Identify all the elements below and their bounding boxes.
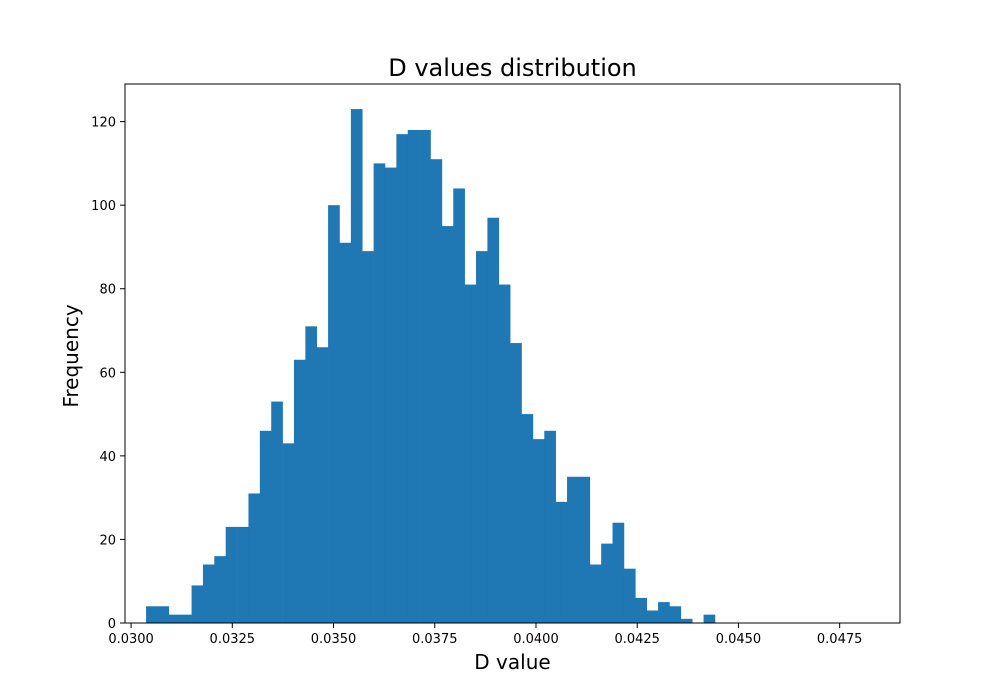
x-tick-label: 0.0350	[311, 632, 357, 647]
histogram-bar	[487, 217, 500, 623]
histogram-bar	[669, 606, 682, 623]
histogram-bar	[544, 430, 556, 623]
histogram-bar	[703, 614, 716, 623]
histogram-bar	[510, 343, 522, 623]
x-tick-label: 0.0425	[614, 632, 660, 647]
x-tick-label: 0.0450	[716, 632, 762, 647]
histogram-bar	[316, 347, 329, 623]
chart-title: D values distribution	[388, 54, 637, 82]
histogram-bar	[430, 159, 443, 623]
histogram-bar	[384, 167, 397, 623]
histogram-bar	[168, 614, 181, 623]
histogram-bar	[328, 205, 340, 624]
histogram-bar	[532, 439, 545, 623]
x-tick-label: 0.0375	[412, 632, 458, 647]
histogram-bar	[589, 564, 602, 623]
histogram-bar	[214, 556, 226, 623]
plot-frame	[124, 83, 901, 624]
histogram-bar	[612, 522, 625, 623]
histogram-bar	[453, 188, 465, 623]
histogram-bar	[396, 134, 409, 623]
histogram-bar	[623, 568, 636, 623]
histogram-bar	[464, 284, 477, 623]
histogram-bar	[476, 251, 488, 623]
histogram-bar	[635, 597, 647, 623]
histogram-bar	[305, 326, 318, 623]
x-tick-label: 0.0325	[210, 632, 256, 647]
x-tick-label: 0.0300	[108, 632, 154, 647]
x-tick-label: 0.0400	[513, 632, 559, 647]
histogram-bar	[157, 606, 170, 623]
y-tick-label: 40	[99, 450, 116, 465]
histogram-bar	[293, 359, 306, 623]
histogram-bar	[407, 129, 420, 623]
histogram-bar	[248, 493, 261, 623]
histogram-bar	[646, 610, 659, 623]
histogram-bar	[498, 284, 511, 623]
histogram-bar	[680, 618, 693, 623]
histogram-bar	[567, 476, 579, 623]
y-tick-label: 80	[99, 283, 116, 298]
histogram-bar	[339, 242, 352, 623]
histogram-bar	[419, 129, 431, 623]
histogram-bar	[271, 401, 283, 623]
histogram-bar	[237, 526, 249, 623]
histogram-bar	[362, 251, 374, 623]
x-axis-label: D value	[474, 650, 550, 674]
histogram-bar	[202, 564, 215, 623]
histogram-bar	[282, 443, 295, 623]
x-tick-label: 0.0475	[817, 632, 863, 647]
histogram-bar	[373, 163, 386, 623]
histogram-bar	[658, 602, 670, 623]
y-axis-label: Frequency	[59, 304, 83, 407]
y-axis: 0 20 40 60 80 100 120	[91, 116, 125, 632]
y-tick-label: 20	[99, 533, 116, 548]
histogram-bar	[441, 226, 454, 623]
histogram-bar	[191, 585, 204, 623]
bars-group	[146, 109, 716, 624]
histogram-bar	[259, 430, 272, 623]
histogram-bar	[180, 614, 192, 623]
histogram-bar	[555, 501, 568, 623]
histogram-bar	[146, 606, 158, 623]
x-axis: 0.0300 0.0325 0.0350 0.0375 0.0400 0.0425 0.04…	[108, 623, 862, 647]
y-tick-label: 120	[91, 116, 116, 131]
histogram-bar	[521, 414, 534, 623]
histogram-bar	[578, 476, 591, 623]
histogram-bar	[601, 543, 613, 623]
y-tick-label: 60	[99, 366, 116, 381]
y-tick-label: 100	[91, 199, 116, 214]
y-tick-label: 0	[108, 617, 116, 632]
histogram-bar	[350, 109, 363, 623]
histogram-bar	[225, 526, 238, 623]
